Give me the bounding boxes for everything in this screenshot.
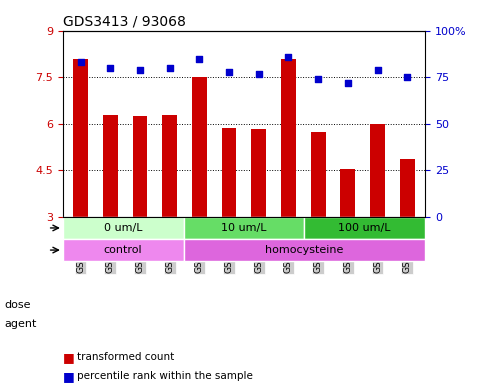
Point bbox=[403, 74, 411, 80]
Point bbox=[225, 69, 233, 75]
Text: agent: agent bbox=[5, 319, 37, 329]
Bar bbox=[73, 59, 88, 217]
FancyBboxPatch shape bbox=[184, 217, 304, 239]
FancyBboxPatch shape bbox=[63, 217, 184, 239]
Point bbox=[136, 67, 144, 73]
Text: ■: ■ bbox=[63, 370, 74, 383]
Point bbox=[314, 76, 322, 82]
Point bbox=[374, 67, 382, 73]
Bar bbox=[400, 159, 414, 217]
Point bbox=[344, 80, 352, 86]
Bar bbox=[341, 169, 355, 217]
Bar bbox=[251, 129, 266, 217]
Bar bbox=[192, 77, 207, 217]
FancyBboxPatch shape bbox=[184, 239, 425, 261]
Text: GDS3413 / 93068: GDS3413 / 93068 bbox=[63, 14, 185, 28]
Text: homocysteine: homocysteine bbox=[265, 245, 343, 255]
Text: 0 um/L: 0 um/L bbox=[104, 223, 142, 233]
Text: control: control bbox=[104, 245, 142, 255]
Text: 10 um/L: 10 um/L bbox=[221, 223, 267, 233]
Point bbox=[166, 65, 173, 71]
Text: ■: ■ bbox=[63, 351, 74, 364]
Text: dose: dose bbox=[5, 300, 31, 310]
Bar bbox=[370, 124, 385, 217]
Point bbox=[196, 56, 203, 62]
Bar bbox=[132, 116, 147, 217]
Point bbox=[106, 65, 114, 71]
Text: percentile rank within the sample: percentile rank within the sample bbox=[77, 371, 253, 381]
Point bbox=[284, 54, 292, 60]
Bar bbox=[281, 59, 296, 217]
Point bbox=[255, 71, 263, 77]
FancyBboxPatch shape bbox=[304, 217, 425, 239]
FancyBboxPatch shape bbox=[63, 239, 184, 261]
Bar bbox=[162, 114, 177, 217]
Bar bbox=[222, 129, 237, 217]
Bar bbox=[103, 114, 118, 217]
Point bbox=[77, 59, 85, 65]
Text: 100 um/L: 100 um/L bbox=[339, 223, 391, 233]
Bar bbox=[311, 132, 326, 217]
Text: transformed count: transformed count bbox=[77, 352, 174, 362]
